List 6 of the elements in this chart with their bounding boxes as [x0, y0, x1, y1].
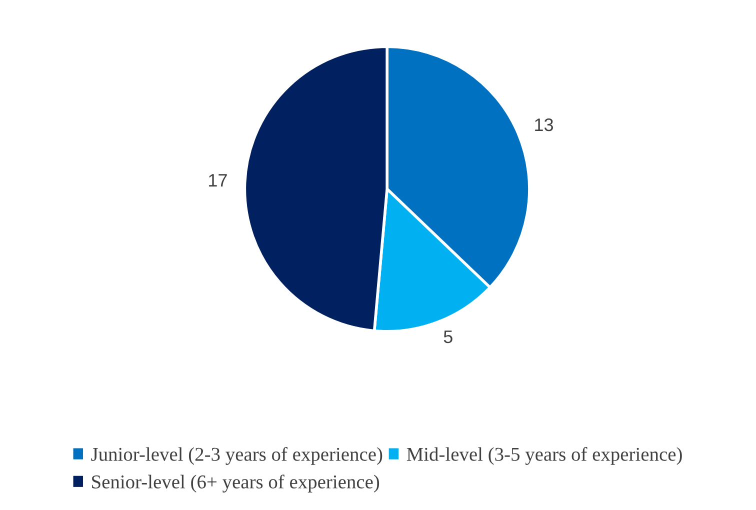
data-label: 5	[444, 330, 452, 344]
data-label: 17	[209, 174, 227, 187]
legend-label: Junior-level (2-3 years of experience)	[91, 447, 382, 465]
legend-label: Mid-level (3-5 years of experience)	[406, 447, 682, 465]
legend-label: Senior-level (6+ years of experience)	[92, 474, 380, 492]
data-label: 13	[535, 118, 554, 132]
